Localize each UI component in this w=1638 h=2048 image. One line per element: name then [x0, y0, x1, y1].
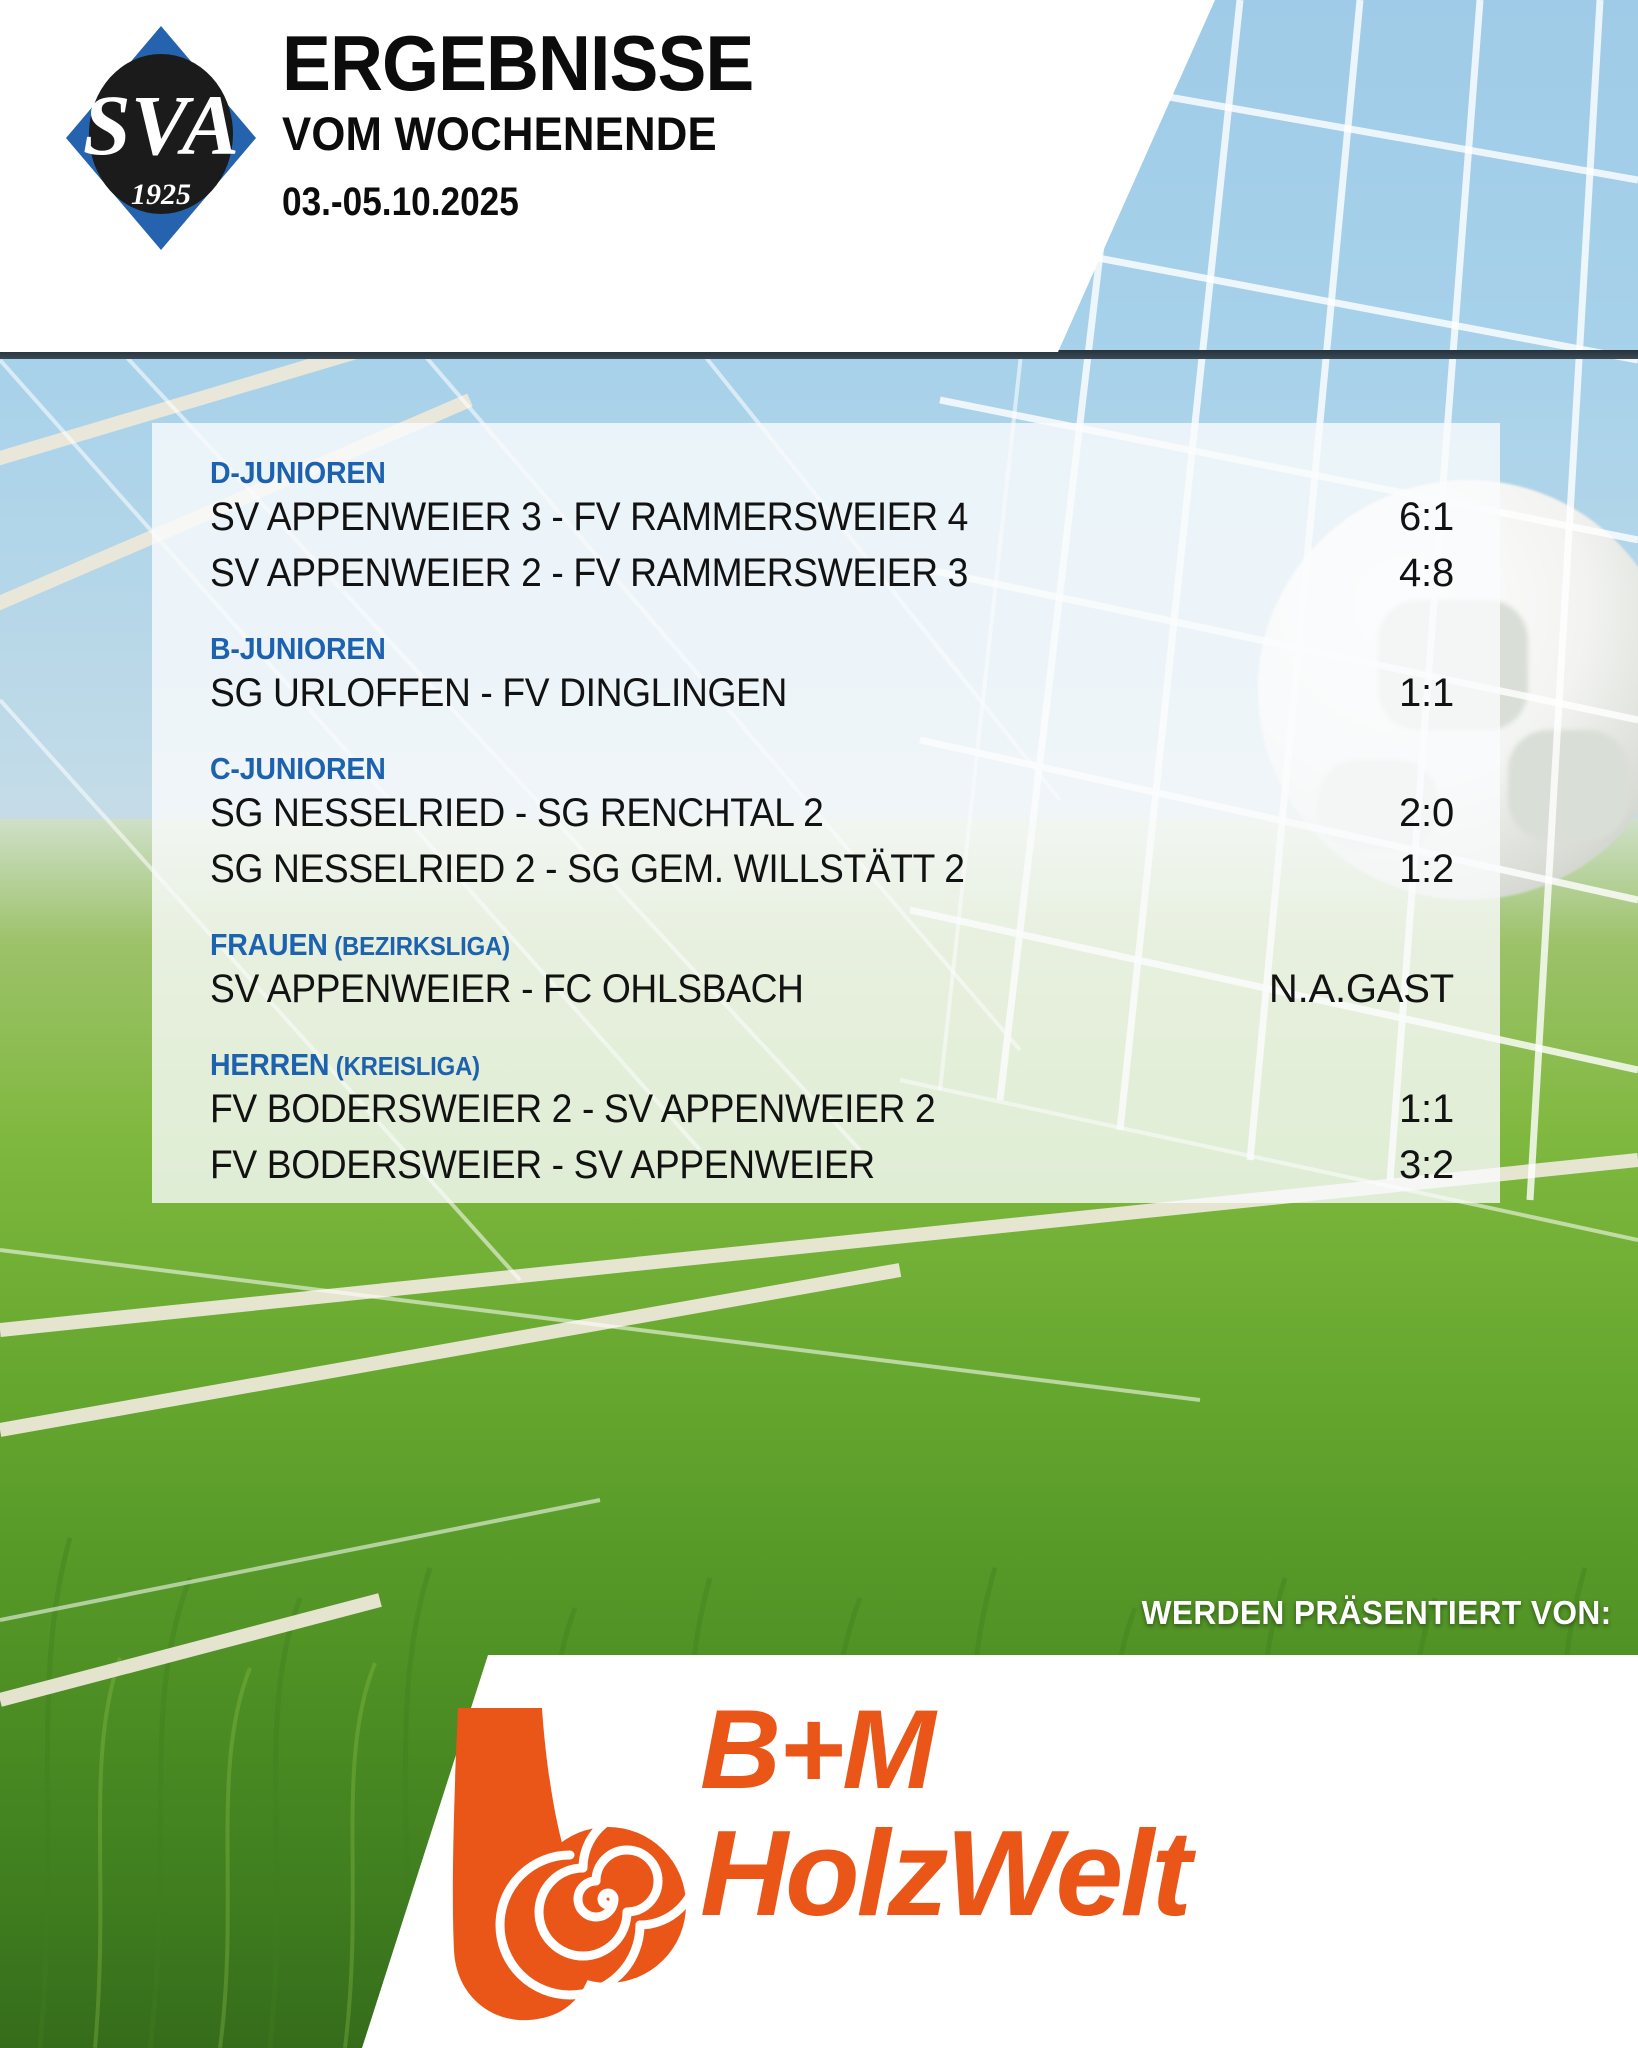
match-row: FV BODERSWEIER 2 - SV APPENWEIER 2 1:1 [210, 1087, 1454, 1141]
holzwelt-logo-icon[interactable] [430, 1700, 730, 2030]
section-header: HERREN (KREISLIGA) [210, 1047, 1354, 1083]
section-header: D-JUNIOREN [210, 455, 1354, 491]
section-name: FRAUEN [210, 927, 328, 962]
presented-by-label: WERDEN PRÄSENTIERT VON: [1142, 1594, 1612, 1631]
match-teams: SV APPENWEIER - FC OHLSBACH [210, 967, 804, 1011]
match-teams: SV APPENWEIER 2 - FV RAMMERSWEIER 3 [210, 551, 968, 595]
match-score: N.A.GAST [1268, 967, 1454, 1011]
match-row: SG NESSELRIED - SG RENCHTAL 2 2:0 [210, 791, 1454, 845]
page-title: ERGEBNISSE [282, 19, 754, 107]
sponsor-line-2: HolzWelt [700, 1805, 1192, 1941]
sponsor-wordmark[interactable]: B+M HolzWelt [700, 1687, 1192, 1941]
section-header: C-JUNIOREN [210, 751, 1354, 787]
section-header: B-JUNIOREN [210, 631, 1354, 667]
match-teams: FV BODERSWEIER 2 - SV APPENWEIER 2 [210, 1087, 936, 1131]
section-name: B-JUNIOREN [210, 631, 386, 666]
match-row: SG URLOFFEN - FV DINGLINGEN 1:1 [210, 671, 1454, 725]
match-teams: FV BODERSWEIER - SV APPENWEIER [210, 1143, 875, 1187]
match-score: 1:1 [1398, 1087, 1454, 1131]
match-score: 6:1 [1398, 495, 1454, 539]
match-row: SV APPENWEIER 3 - FV RAMMERSWEIER 4 6:1 [210, 495, 1454, 549]
section-league: (KREISLIGA) [329, 1051, 480, 1081]
section-league: (BEZIRKSLIGA) [327, 931, 510, 961]
results-list: D-JUNIOREN SV APPENWEIER 3 - FV RAMMERSWE… [210, 455, 1454, 1199]
sponsor-line-1: B+M [700, 1687, 936, 1812]
match-row: SV APPENWEIER 2 - FV RAMMERSWEIER 3 4:8 [210, 551, 1454, 605]
section-name: HERREN [210, 1047, 330, 1082]
match-score: 4:8 [1398, 551, 1454, 595]
section-header: FRAUEN (BEZIRKSLIGA) [210, 927, 1354, 963]
section-name: C-JUNIOREN [210, 751, 386, 786]
match-teams: SG NESSELRIED - SG RENCHTAL 2 [210, 791, 824, 835]
match-score: 1:2 [1398, 847, 1454, 891]
header-underline [0, 350, 1638, 359]
match-teams: SG NESSELRIED 2 - SG GEM. WILLSTÄTT 2 [210, 847, 965, 891]
header-text-block: ERGEBNISSE VOM WOCHENENDE 03.-05.10.2025 [282, 19, 783, 224]
match-score: 2:0 [1398, 791, 1454, 835]
match-row: FV BODERSWEIER - SV APPENWEIER 3:2 [210, 1143, 1454, 1197]
match-row: SG NESSELRIED 2 - SG GEM. WILLSTÄTT 2 1:2 [210, 847, 1454, 901]
results-panel: D-JUNIOREN SV APPENWEIER 3 - FV RAMMERSWE… [152, 423, 1500, 1203]
page-subtitle: VOM WOCHENENDE [282, 107, 717, 161]
match-teams: SG URLOFFEN - FV DINGLINGEN [210, 671, 787, 715]
match-score: 3:2 [1398, 1143, 1454, 1187]
crest-initials: SVA [83, 77, 239, 173]
match-teams: SV APPENWEIER 3 - FV RAMMERSWEIER 4 [210, 495, 968, 539]
club-crest-icon: SVA 1925 [66, 26, 256, 250]
match-score: 1:1 [1398, 671, 1454, 715]
date-range: 03.-05.10.2025 [282, 179, 519, 224]
section-name: D-JUNIOREN [210, 455, 386, 490]
match-row: SV APPENWEIER - FC OHLSBACH N.A.GAST [210, 967, 1454, 1021]
crest-year: 1925 [131, 178, 191, 211]
header-banner: SVA 1925 ERGEBNISSE VOM WOCHENENDE 03.-0… [0, 0, 1215, 352]
